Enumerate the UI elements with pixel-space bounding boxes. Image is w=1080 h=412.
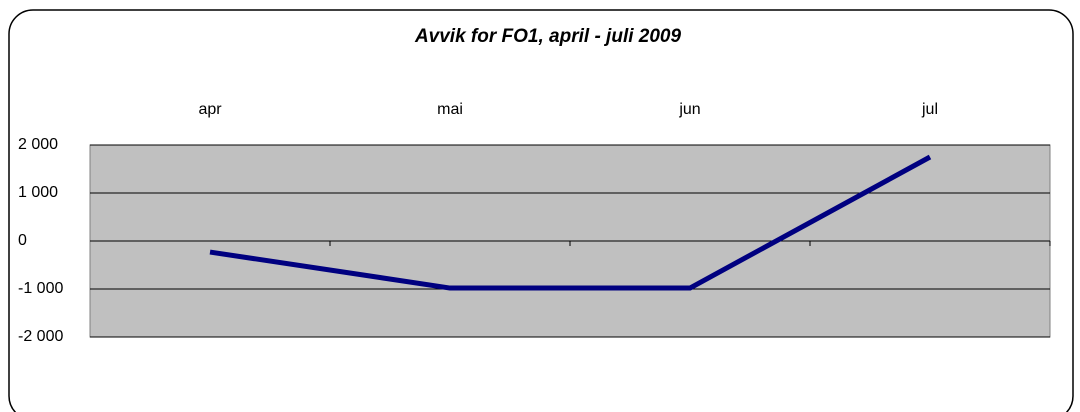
x-tick-label: jul <box>921 101 938 118</box>
y-tick-label: -2 000 <box>18 328 63 345</box>
x-tick-label: mai <box>437 101 463 118</box>
y-tick-label: 1 000 <box>18 184 58 201</box>
data-line <box>209 154 932 291</box>
x-tick-label: jun <box>678 101 700 118</box>
x-tick-label: apr <box>198 101 222 118</box>
y-tick-label: -1 000 <box>18 280 63 297</box>
y-tick-label: 0 <box>18 232 27 249</box>
y-tick-label: 2 000 <box>18 136 58 153</box>
chart-title: Avvik for FO1, april - juli 2009 <box>414 26 682 47</box>
